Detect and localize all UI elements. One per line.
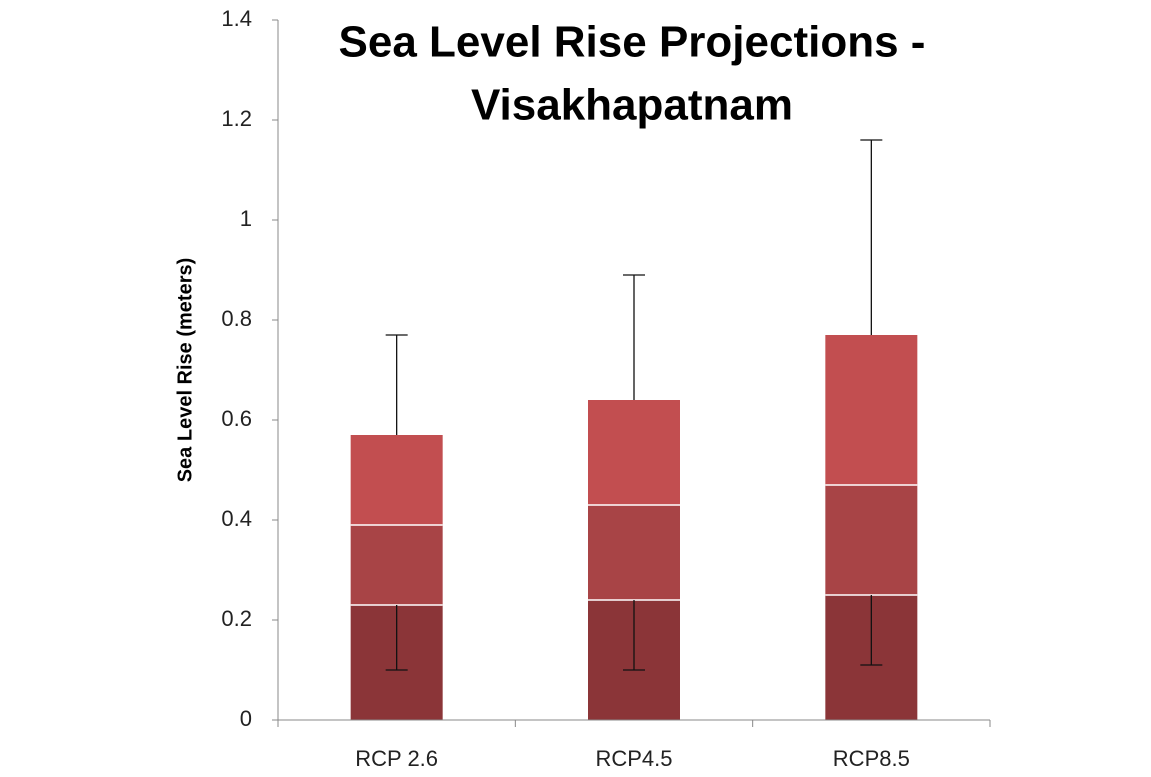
y-tick-label: 0: [240, 706, 252, 731]
y-tick-label: 0.6: [221, 406, 252, 431]
error-bar: [385, 334, 408, 435]
bar-segment: [825, 485, 918, 595]
bar-segment: [825, 335, 918, 485]
chart-title: Sea Level Rise Projections -: [339, 18, 926, 67]
bar-segment: [588, 400, 680, 505]
error-bar: [860, 595, 883, 666]
y-tick-label: 0.2: [221, 606, 252, 631]
y-tick-label: 1: [240, 206, 252, 231]
y-tick-label: 0.4: [221, 506, 252, 531]
error-bar: [623, 600, 645, 671]
y-tick-label: 1.2: [221, 106, 252, 131]
bar-segment: [350, 435, 443, 525]
bar-segment: [588, 505, 680, 600]
y-axis-label: Sea Level Rise (meters): [174, 258, 196, 483]
error-bar: [623, 274, 645, 400]
bar-segment: [350, 525, 443, 605]
chart-title: Visakhapatnam: [471, 81, 793, 130]
x-tick-label: RCP4.5: [595, 746, 672, 771]
y-tick-label: 0.8: [221, 306, 252, 331]
error-bar: [860, 139, 883, 335]
y-tick-label: 1.4: [221, 6, 252, 31]
x-tick-label: RCP8.5: [833, 746, 910, 771]
x-tick-label: RCP 2.6: [355, 746, 438, 771]
error-bar: [385, 605, 408, 671]
